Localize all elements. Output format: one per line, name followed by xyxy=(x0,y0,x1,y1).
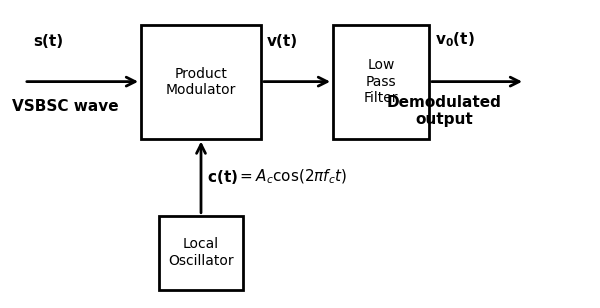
Text: $\mathbf{v_0(t)}$: $\mathbf{v_0(t)}$ xyxy=(435,31,475,49)
Bar xyxy=(141,25,261,139)
Text: Local
Oscillator: Local Oscillator xyxy=(168,237,234,268)
Text: $= A_c\cos(2\pi f_c t)$: $= A_c\cos(2\pi f_c t)$ xyxy=(237,168,347,186)
Text: v(t): v(t) xyxy=(267,34,298,49)
Text: s(t): s(t) xyxy=(33,34,63,49)
Text: Low
Pass
Filter: Low Pass Filter xyxy=(364,59,398,105)
Text: Demodulated
output: Demodulated output xyxy=(386,95,502,127)
Text: VSBSC wave: VSBSC wave xyxy=(12,99,119,114)
Text: Product
Modulator: Product Modulator xyxy=(166,67,236,97)
Bar xyxy=(159,216,243,290)
Text: $\mathbf{c(t)}$: $\mathbf{c(t)}$ xyxy=(207,168,238,186)
Bar xyxy=(333,25,429,139)
